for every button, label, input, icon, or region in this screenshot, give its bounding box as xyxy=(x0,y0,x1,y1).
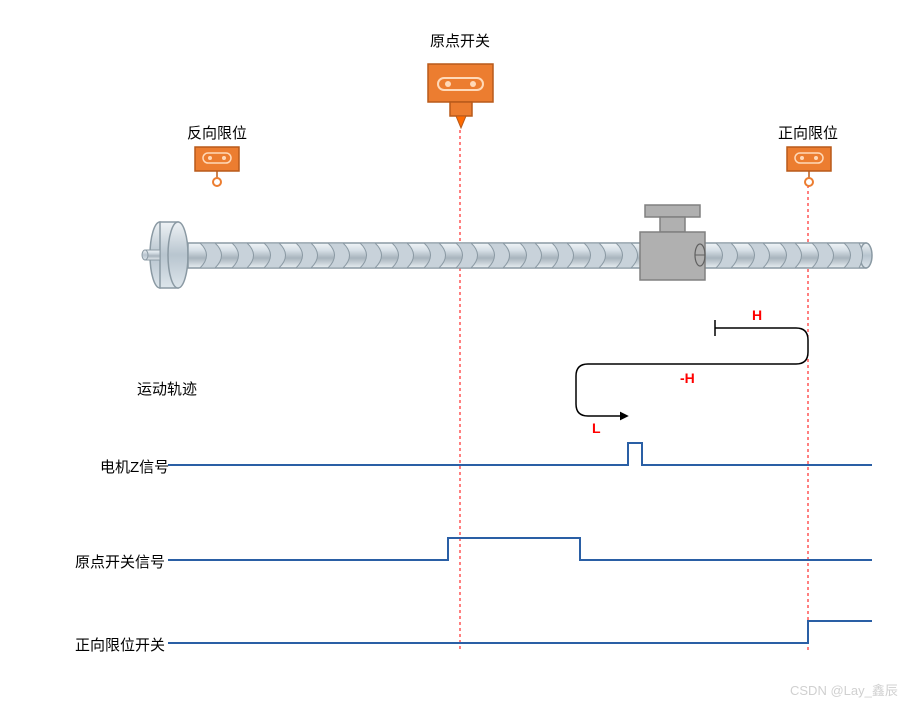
z-signal-line xyxy=(168,443,872,465)
diagram-svg xyxy=(0,0,920,701)
trajectory-label: 运动轨迹 xyxy=(137,378,197,399)
z-signal-label: 电机Z信号 xyxy=(100,456,169,477)
home-signal-label: 原点开关信号 xyxy=(75,551,165,572)
home-switch-label: 原点开关 xyxy=(430,30,490,51)
marker-L: L xyxy=(592,420,601,436)
home-switch-sensor xyxy=(428,64,493,128)
fwd-limit-signal-label: 正向限位开关 xyxy=(75,634,165,655)
fwd-limit-line xyxy=(168,621,872,643)
forward-limit-sensor xyxy=(787,147,831,186)
motion-trajectory xyxy=(576,320,808,416)
marker-negH: -H xyxy=(680,370,695,386)
lead-screw xyxy=(142,205,872,288)
reverse-limit-label: 反向限位 xyxy=(187,122,247,143)
reverse-limit-sensor xyxy=(195,147,239,186)
nut xyxy=(640,205,705,280)
marker-H: H xyxy=(752,307,762,323)
forward-limit-label: 正向限位 xyxy=(778,122,838,143)
watermark: CSDN @Lay_鑫辰 xyxy=(790,680,898,699)
home-signal-line xyxy=(168,538,872,560)
